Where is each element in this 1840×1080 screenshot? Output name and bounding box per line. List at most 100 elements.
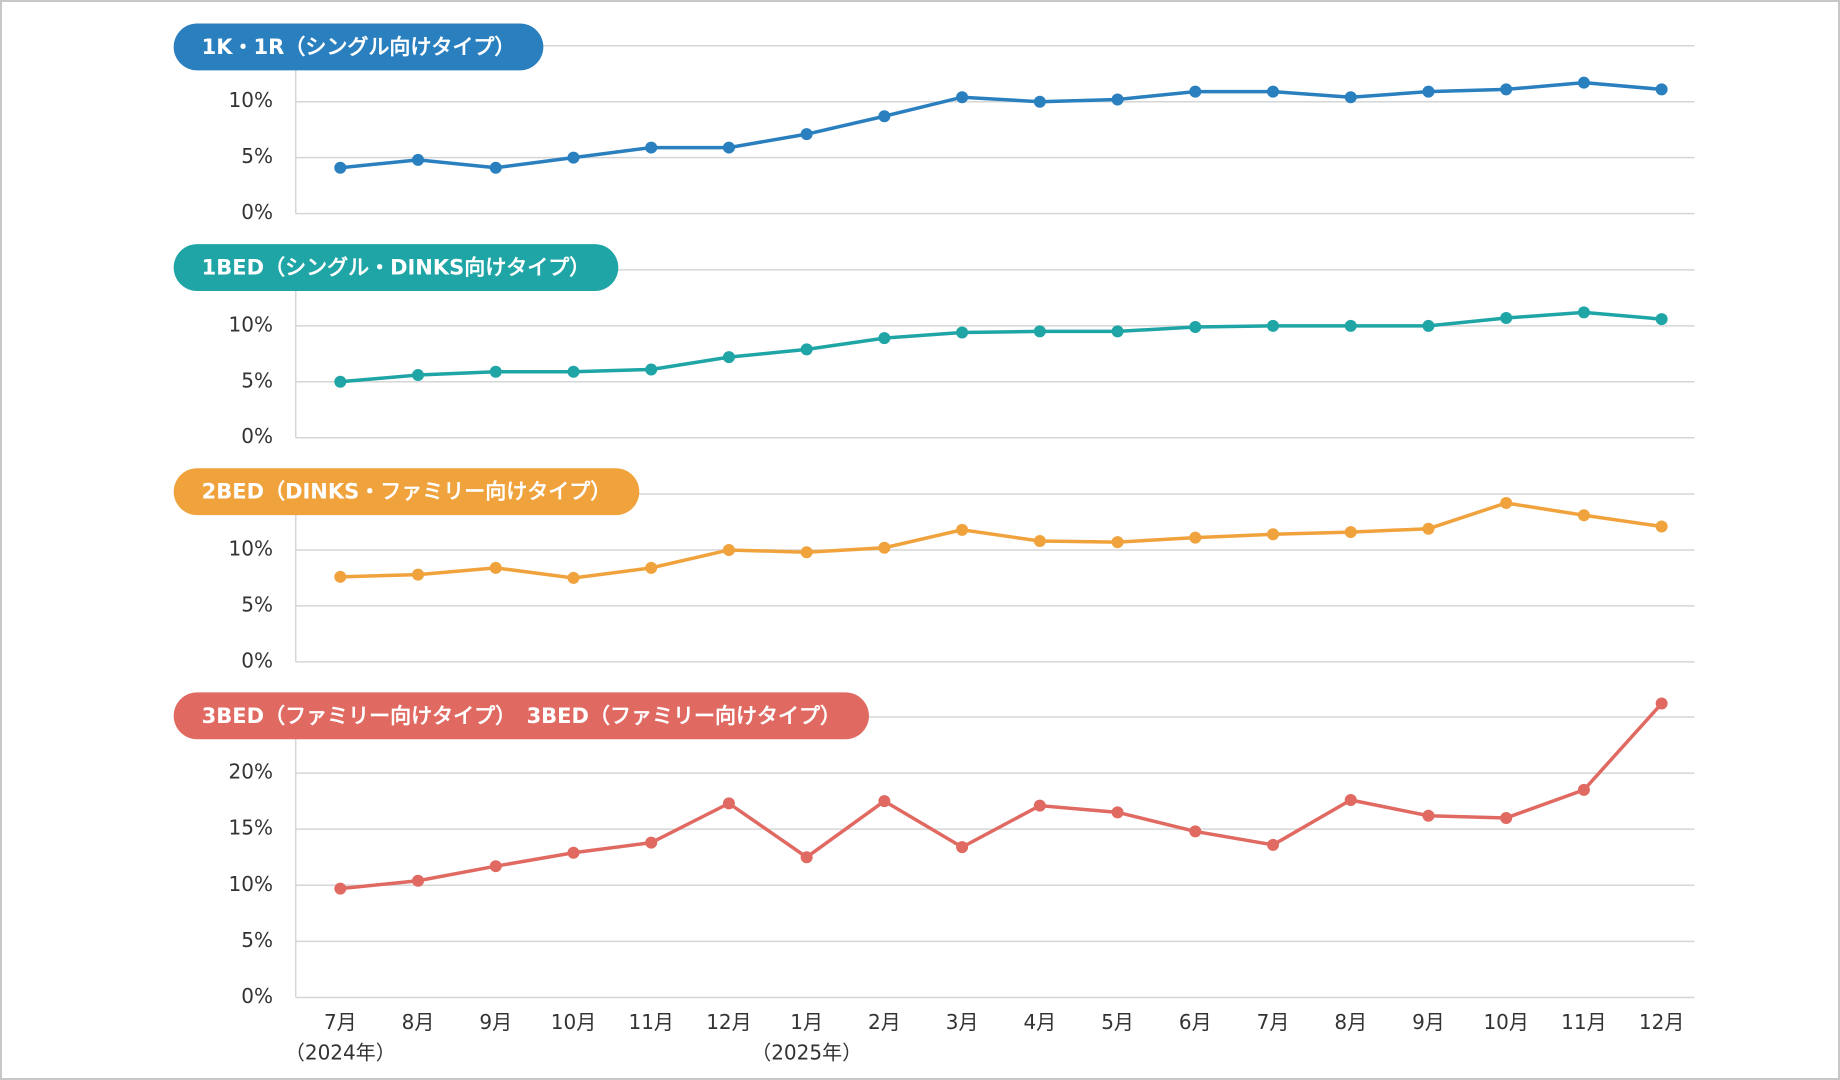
data-point [956,91,969,104]
data-point [645,363,658,376]
data-line [340,702,1663,891]
x-year-label: （2024年） [285,1040,396,1064]
data-point [1189,531,1202,544]
x-tick-label: 3月 [946,1010,979,1034]
data-point [878,332,891,345]
data-point [1577,509,1590,522]
data-point [334,161,347,174]
data-point [1033,95,1046,108]
x-tick-label: 2月 [868,1010,901,1034]
x-tick-label: 12月 [1639,1010,1684,1034]
x-tick-label: 4月 [1023,1010,1056,1034]
x-tick-label: 10月 [1483,1010,1528,1034]
data-point [567,846,580,859]
data-point [1500,496,1513,509]
x-tick-label: 6月 [1179,1010,1212,1034]
data-point [1500,83,1513,96]
data-point [722,141,735,154]
x-tick-label: 9月 [479,1010,512,1034]
data-point [412,369,425,382]
title-pill [173,468,640,516]
data-point [1267,85,1280,98]
data-point [1655,697,1668,710]
chart-title: 2BED（DINKS・ファミリー向けタイプ） [202,480,612,504]
y-tick-label: 0% [241,648,273,672]
data-point [1500,811,1513,824]
x-tick-label: 7月 [324,1010,357,1034]
data-point [334,570,347,583]
x-tick-label: 11月 [1561,1010,1606,1034]
data-point [878,541,891,554]
x-tick-label: 12月 [706,1010,751,1034]
data-point [1344,319,1357,332]
data-point [334,882,347,895]
chart-title: 1K・1R（シングル向けタイプ） [202,35,516,59]
data-line [340,80,1662,170]
data-point [412,153,425,166]
chart-title: 3BED（ファミリー向けタイプ） 3BED（ファミリー向けタイプ） [202,704,841,728]
data-point [645,561,658,574]
data-point [645,836,658,849]
data-point [645,141,658,154]
data-point [1111,93,1124,106]
data-point [1344,526,1357,539]
data-point [878,110,891,123]
data-point [1189,85,1202,98]
data-point [1344,91,1357,104]
data-point [489,561,502,574]
data-point [1267,528,1280,541]
data-point [1422,85,1435,98]
data-point [1577,783,1590,796]
data-point [722,351,735,364]
data-point [1033,799,1046,812]
data-point [1655,520,1668,533]
y-tick-label: 20% [229,760,273,784]
y-tick-label: 10% [229,88,273,112]
x-tick-label: 9月 [1412,1010,1445,1034]
data-point [1500,312,1513,325]
data-point [412,874,425,887]
title-pill [173,23,544,71]
data-point [1655,83,1668,96]
data-line [340,310,1662,384]
data-point [1422,319,1435,332]
y-tick-label: 0% [241,200,273,224]
data-point [956,326,969,339]
data-point [1111,536,1124,549]
chart-title: 1BED（シングル・DINKS向けタイプ） [202,256,591,280]
x-tick-label: 7月 [1257,1010,1290,1034]
title-pill [173,244,619,292]
data-point [567,151,580,164]
y-tick-label: 5% [241,368,273,392]
data-point [1033,535,1046,548]
data-point [1655,313,1668,326]
data-point [800,546,813,559]
data-point [1344,794,1357,807]
x-year-label: （2025年） [751,1040,862,1064]
data-point [489,365,502,378]
data-point [1111,325,1124,338]
data-point [1422,809,1435,822]
data-point [1577,76,1590,89]
x-tick-label: 8月 [1334,1010,1367,1034]
data-point [567,365,580,378]
y-tick-label: 15% [229,816,273,840]
data-point [567,571,580,584]
data-point [1267,838,1280,851]
title-pill [173,692,869,740]
data-point [412,568,425,581]
x-tick-label: 1月 [790,1010,823,1034]
data-point [1267,319,1280,332]
y-tick-label: 10% [229,536,273,560]
x-tick-label: 8月 [402,1010,435,1034]
data-point [800,851,813,864]
data-line [340,501,1662,580]
data-point [800,343,813,356]
y-tick-label: 5% [241,592,273,616]
x-tick-label: 10月 [551,1010,596,1034]
y-tick-label: 10% [229,872,273,896]
y-tick-label: 0% [241,984,273,1008]
data-point [1111,806,1124,819]
data-point [878,795,891,808]
data-point [722,797,735,810]
